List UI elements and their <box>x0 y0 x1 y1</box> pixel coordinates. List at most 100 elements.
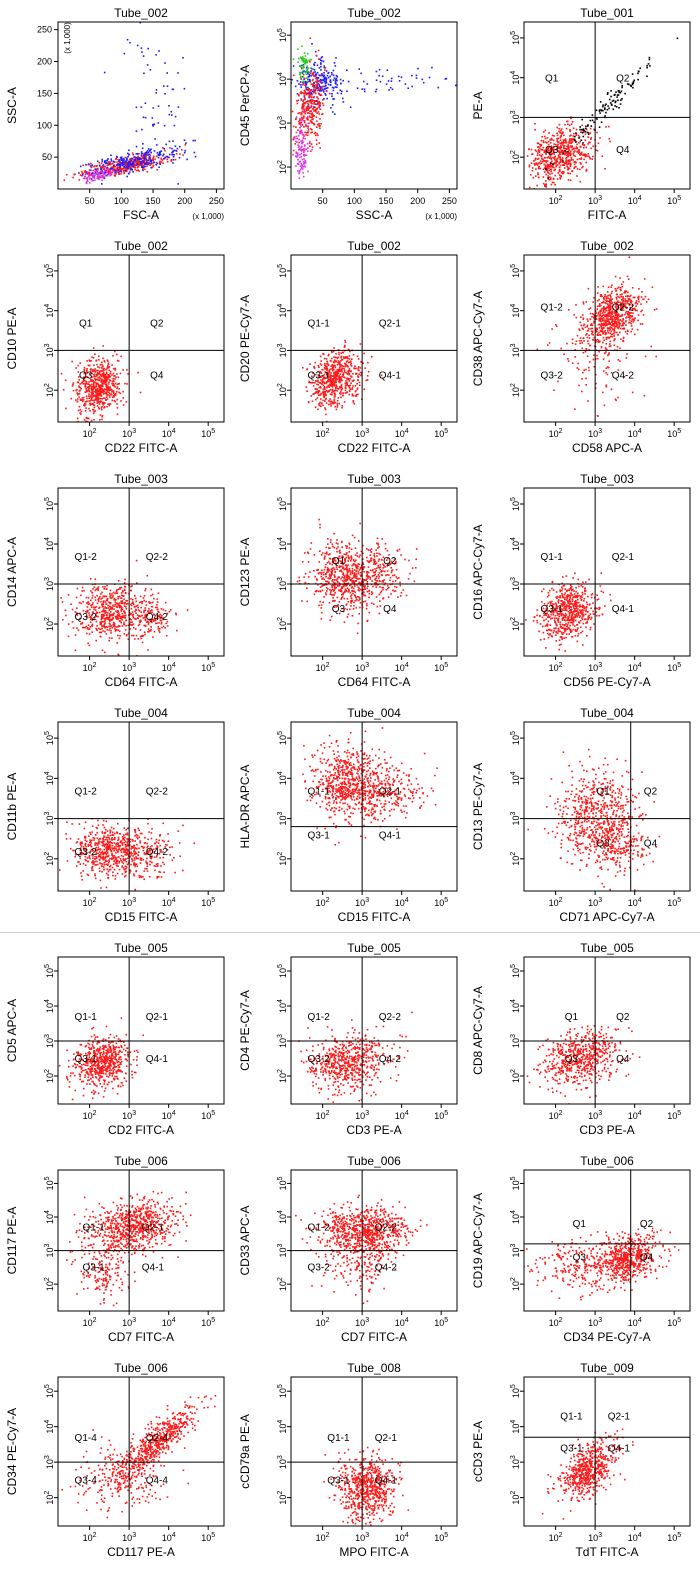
scatter-point <box>115 626 117 628</box>
scatter-point <box>562 145 565 147</box>
scatter-point <box>363 352 365 355</box>
scatter-point <box>353 379 355 381</box>
scatter-point <box>142 143 144 145</box>
scatter-point <box>87 364 90 367</box>
scatter-point <box>98 373 101 375</box>
scatter-point <box>609 299 611 301</box>
scatter-point <box>582 303 585 305</box>
scatter-point <box>96 625 98 627</box>
scatter-point <box>103 177 106 180</box>
scatter-point <box>322 384 325 387</box>
scatter-point <box>99 635 102 638</box>
scatter-point <box>306 61 308 64</box>
scatter-point <box>628 303 630 305</box>
scatter-point <box>322 381 324 383</box>
scatter-point <box>79 174 82 176</box>
scatter-point <box>320 56 323 59</box>
scatter-point <box>605 338 608 340</box>
scatter-point <box>588 369 590 372</box>
scatter-point <box>104 609 106 612</box>
scatter-point <box>119 164 121 167</box>
scatter-point <box>317 82 320 85</box>
scatter-point <box>305 88 308 90</box>
scatter-point <box>347 80 350 83</box>
scatter-point <box>637 297 640 299</box>
scatter-point <box>124 629 127 631</box>
scatter-point <box>120 159 123 161</box>
scatter-point <box>647 63 650 65</box>
scatter-point <box>555 164 557 166</box>
scatter-point <box>295 152 298 154</box>
scatter-point <box>345 380 347 382</box>
scatter-point <box>116 383 119 386</box>
scatter-point <box>630 320 633 322</box>
scatter-point <box>319 118 321 120</box>
scatter-point <box>301 106 303 109</box>
scatter-point <box>630 316 633 318</box>
x-axis-label: CD22 FITC-A <box>105 441 178 455</box>
scatter-point <box>528 148 530 151</box>
scatter-point <box>111 383 113 385</box>
scatter-point <box>146 574 149 577</box>
scatter-point <box>116 403 118 405</box>
scatter-point <box>67 594 70 596</box>
scatter-point <box>155 54 157 56</box>
scatter-point <box>99 363 102 366</box>
scatter-point <box>145 156 147 159</box>
scatter-point <box>139 595 142 598</box>
scatter-point <box>353 403 356 405</box>
scatter-point <box>310 143 313 145</box>
y-tick-label: 102 <box>277 383 288 397</box>
scatter-point <box>107 168 109 170</box>
scatter-point <box>97 588 100 590</box>
scatter-point <box>101 405 103 408</box>
scatter-point <box>390 80 393 82</box>
scatter-point <box>556 140 559 142</box>
scatter-point <box>141 163 143 165</box>
scatter-point <box>632 86 634 89</box>
scatter-point <box>296 102 299 105</box>
scatter-point <box>614 327 616 329</box>
scatter-point <box>125 619 128 622</box>
scatter-point <box>578 328 580 330</box>
scatter-point <box>550 178 552 180</box>
scatter-point <box>351 380 354 382</box>
scatter-point <box>296 152 299 154</box>
scatter-point <box>299 126 301 129</box>
scatter-point <box>76 607 78 609</box>
scatter-point <box>91 172 94 174</box>
scatter-point <box>542 176 545 178</box>
scatter-point <box>88 381 90 383</box>
scatter-point <box>568 141 570 143</box>
scatter-point <box>86 386 89 389</box>
series-1 <box>302 339 383 422</box>
scatter-point <box>628 313 630 316</box>
scatter-point <box>548 342 551 344</box>
scatter-point <box>333 396 336 398</box>
scatter-point <box>596 305 599 308</box>
scatter-point <box>341 370 343 373</box>
scatter-point <box>622 324 624 327</box>
scatter-point <box>122 166 125 168</box>
scatter-point <box>579 337 582 339</box>
scatter-point <box>325 394 328 397</box>
scatter-point <box>318 366 320 369</box>
scatter-point <box>92 368 94 371</box>
scatter-point <box>346 372 349 375</box>
scatter-point <box>534 122 536 125</box>
scatter-point <box>616 313 619 316</box>
scatter-point <box>319 363 322 365</box>
scatter-point <box>347 370 349 373</box>
scatter-point <box>99 414 102 416</box>
scatter-point <box>611 318 613 320</box>
scatter-point <box>630 85 632 88</box>
scatter-point <box>582 318 585 321</box>
scatter-point <box>341 367 343 369</box>
scatter-point <box>106 366 109 368</box>
scatter-point <box>545 169 547 172</box>
scatter-point <box>157 122 160 124</box>
scatter-point <box>598 350 600 353</box>
scatter-point <box>570 156 573 159</box>
scatter-point <box>604 324 607 327</box>
scatter-point <box>619 288 622 291</box>
